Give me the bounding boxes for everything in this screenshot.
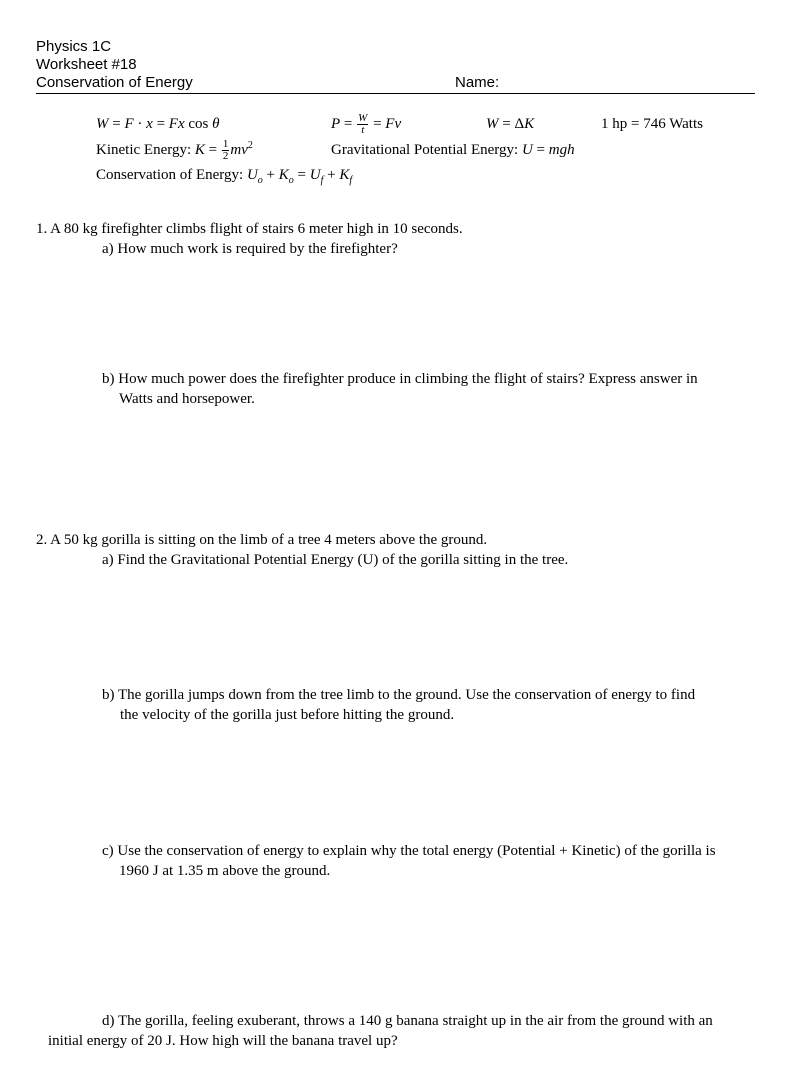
formula-work: W = F · x = Fx cos θ: [96, 112, 331, 138]
q2-part-a: a) Find the Gravitational Potential Ener…: [102, 550, 755, 570]
q2-stem: 2. A 50 kg gorilla is sitting on the lim…: [36, 530, 755, 550]
name-label: Name:: [455, 74, 755, 91]
q2-c-line1: c) Use the conservation of energy to exp…: [102, 841, 755, 861]
formula-row-1: W = F · x = Fx cos θ P = Wt = Fv W = ΔK …: [96, 112, 735, 138]
formula-row-2: Kinetic Energy: K = 12mv2 Gravitational …: [96, 138, 735, 164]
q1-part-a: a) How much work is required by the fire…: [102, 239, 755, 259]
q1-part-b: b) How much power does the firefighter p…: [102, 369, 755, 410]
question-2: 2. A 50 kg gorilla is sitting on the lim…: [36, 530, 755, 1052]
formula-conservation: Conservation of Energy: Uo + Ko = Uf + K…: [96, 163, 352, 189]
formula-work-deltak: W = ΔK: [486, 112, 601, 138]
q2-part-d: d) The gorilla, feeling exuberant, throw…: [36, 1011, 755, 1052]
formula-kinetic: Kinetic Energy: K = 12mv2: [96, 138, 331, 164]
header-bottom-row: Conservation of Energy Name:: [36, 74, 755, 94]
formula-box: W = F · x = Fx cos θ P = Wt = Fv W = ΔK …: [96, 112, 735, 189]
formula-row-3: Conservation of Energy: Uo + Ko = Uf + K…: [96, 163, 735, 189]
q1-stem: 1. A 80 kg firefighter climbs flight of …: [36, 219, 755, 239]
worksheet-page: Physics 1C Worksheet #18 Conservation of…: [0, 0, 791, 1092]
q2-d-line1: d) The gorilla, feeling exuberant, throw…: [102, 1011, 755, 1031]
q2-part-c: c) Use the conservation of energy to exp…: [102, 841, 755, 882]
q2-part-b: b) The gorilla jumps down from the tree …: [102, 685, 755, 726]
formula-power: P = Wt = Fv: [331, 112, 486, 138]
question-1: 1. A 80 kg firefighter climbs flight of …: [36, 219, 755, 410]
q2-b-line1: b) The gorilla jumps down from the tree …: [102, 685, 755, 705]
q1-b-line1: b) How much power does the firefighter p…: [102, 369, 755, 389]
q2-c-line2: 1960 J at 1.35 m above the ground.: [119, 861, 755, 881]
worksheet-number: Worksheet #18: [36, 56, 755, 74]
formula-gpe: Gravitational Potential Energy: U = mgh: [331, 138, 575, 164]
course-title: Physics 1C: [36, 38, 755, 56]
topic-title: Conservation of Energy: [36, 74, 455, 91]
q2-b-line2: the velocity of the gorilla just before …: [120, 705, 755, 725]
formula-hp: 1 hp = 746 Watts: [601, 112, 703, 138]
q1-b-line2: Watts and horsepower.: [119, 389, 755, 409]
header: Physics 1C Worksheet #18 Conservation of…: [36, 38, 755, 94]
q2-d-line2: initial energy of 20 J. How high will th…: [48, 1031, 755, 1051]
